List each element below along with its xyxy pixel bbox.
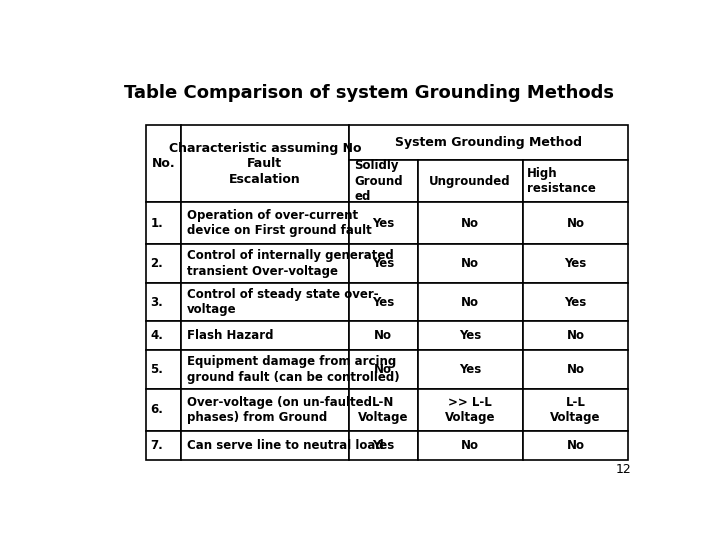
Bar	[348, 431, 418, 460]
Bar	[348, 321, 418, 350]
Text: Over-voltage (on un-faulted
phases) from Ground: Over-voltage (on un-faulted phases) from…	[186, 395, 372, 424]
Text: Operation of over-current
device on First ground fault: Operation of over-current device on Firs…	[186, 209, 372, 238]
Bar	[181, 125, 348, 202]
Text: No: No	[567, 439, 585, 452]
Bar	[145, 125, 181, 202]
Bar	[523, 283, 629, 321]
Bar	[348, 283, 418, 321]
Text: >> L-L
Voltage: >> L-L Voltage	[445, 395, 495, 424]
Bar	[523, 160, 629, 202]
Text: No: No	[461, 217, 479, 230]
Text: No: No	[461, 439, 479, 452]
Text: No: No	[567, 217, 585, 230]
Text: No.: No.	[152, 157, 175, 170]
Bar	[523, 389, 629, 431]
Bar	[418, 389, 523, 431]
Bar	[181, 350, 348, 389]
Text: Solidly
Ground
ed: Solidly Ground ed	[354, 159, 402, 203]
Text: No: No	[461, 257, 479, 270]
Bar	[418, 350, 523, 389]
Bar	[348, 244, 418, 283]
Bar	[181, 431, 348, 460]
Bar	[523, 350, 629, 389]
Bar	[145, 350, 181, 389]
Bar	[418, 160, 523, 202]
Bar	[523, 431, 629, 460]
Text: 4.: 4.	[150, 329, 163, 342]
Bar	[181, 283, 348, 321]
Text: Characteristic assuming No
Fault
Escalation: Characteristic assuming No Fault Escalat…	[168, 141, 361, 186]
Text: 7.: 7.	[150, 439, 163, 452]
Bar	[181, 321, 348, 350]
Bar	[145, 321, 181, 350]
Text: No: No	[567, 329, 585, 342]
Bar	[145, 389, 181, 431]
Text: 2.: 2.	[150, 257, 163, 270]
Text: 6.: 6.	[150, 403, 163, 416]
Text: Yes: Yes	[372, 217, 394, 230]
Bar	[418, 283, 523, 321]
Bar	[181, 244, 348, 283]
Bar	[418, 321, 523, 350]
Text: No: No	[567, 363, 585, 376]
Bar	[418, 431, 523, 460]
Text: Control of steady state over-
voltage: Control of steady state over- voltage	[186, 288, 378, 316]
Text: Ungrounded: Ungrounded	[429, 175, 511, 188]
Bar	[348, 350, 418, 389]
Text: 12: 12	[616, 463, 631, 476]
Text: Yes: Yes	[459, 329, 481, 342]
Bar	[145, 431, 181, 460]
Text: Equipment damage from arcing
ground fault (can be controlled): Equipment damage from arcing ground faul…	[186, 355, 399, 383]
Text: L-L
Voltage: L-L Voltage	[550, 395, 601, 424]
Text: L-N
Voltage: L-N Voltage	[358, 395, 408, 424]
Bar	[348, 202, 418, 244]
Text: System Grounding Method: System Grounding Method	[395, 136, 582, 149]
Bar	[145, 283, 181, 321]
Text: Control of internally generated
transient Over-voltage: Control of internally generated transien…	[186, 249, 393, 278]
Bar	[348, 125, 629, 160]
Bar	[418, 244, 523, 283]
Text: Yes: Yes	[564, 295, 587, 308]
Text: Yes: Yes	[372, 257, 394, 270]
Text: Can serve line to neutral load: Can serve line to neutral load	[186, 439, 383, 452]
Text: No: No	[461, 295, 479, 308]
Bar	[145, 244, 181, 283]
Text: Yes: Yes	[372, 439, 394, 452]
Text: 1.: 1.	[150, 217, 163, 230]
Text: No: No	[374, 363, 392, 376]
Bar	[523, 202, 629, 244]
Bar	[523, 244, 629, 283]
Bar	[181, 389, 348, 431]
Text: Yes: Yes	[459, 363, 481, 376]
Bar	[145, 202, 181, 244]
Text: Table Comparison of system Grounding Methods: Table Comparison of system Grounding Met…	[124, 84, 614, 102]
Text: No: No	[374, 329, 392, 342]
Text: Yes: Yes	[372, 295, 394, 308]
Text: 5.: 5.	[150, 363, 163, 376]
Text: High
resistance: High resistance	[527, 167, 596, 195]
Bar	[348, 389, 418, 431]
Bar	[348, 160, 418, 202]
Text: Flash Hazard: Flash Hazard	[186, 329, 273, 342]
Text: Yes: Yes	[564, 257, 587, 270]
Bar	[523, 321, 629, 350]
Bar	[181, 202, 348, 244]
Text: 3.: 3.	[150, 295, 163, 308]
Bar	[418, 202, 523, 244]
